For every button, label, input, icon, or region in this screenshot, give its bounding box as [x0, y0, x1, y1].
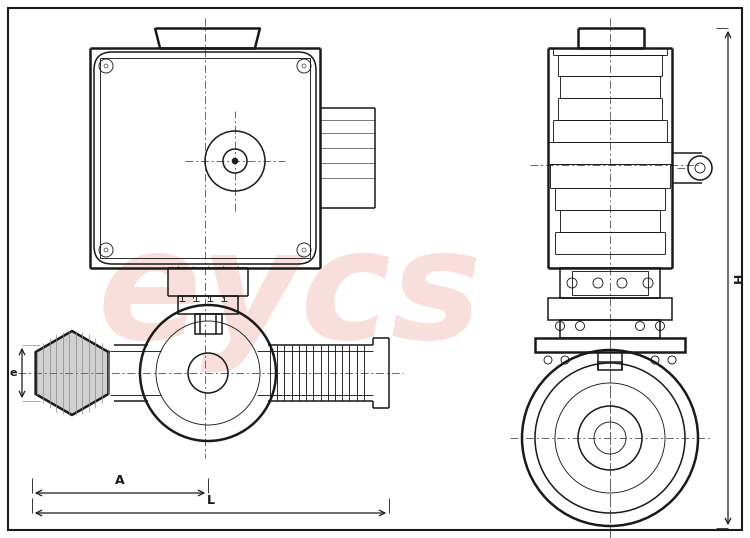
- Text: eycs: eycs: [98, 223, 482, 372]
- Bar: [195, 314, 222, 334]
- Bar: [178, 296, 238, 314]
- Bar: [548, 298, 672, 320]
- Bar: [535, 338, 685, 352]
- Polygon shape: [36, 331, 108, 415]
- Text: H: H: [733, 273, 746, 283]
- Bar: [572, 271, 648, 295]
- Bar: [100, 58, 310, 258]
- Bar: [560, 320, 660, 338]
- Text: A: A: [116, 474, 124, 487]
- Bar: [560, 268, 660, 298]
- Bar: [598, 362, 622, 370]
- Circle shape: [232, 159, 238, 164]
- Text: e: e: [10, 368, 17, 378]
- Text: L: L: [206, 494, 214, 507]
